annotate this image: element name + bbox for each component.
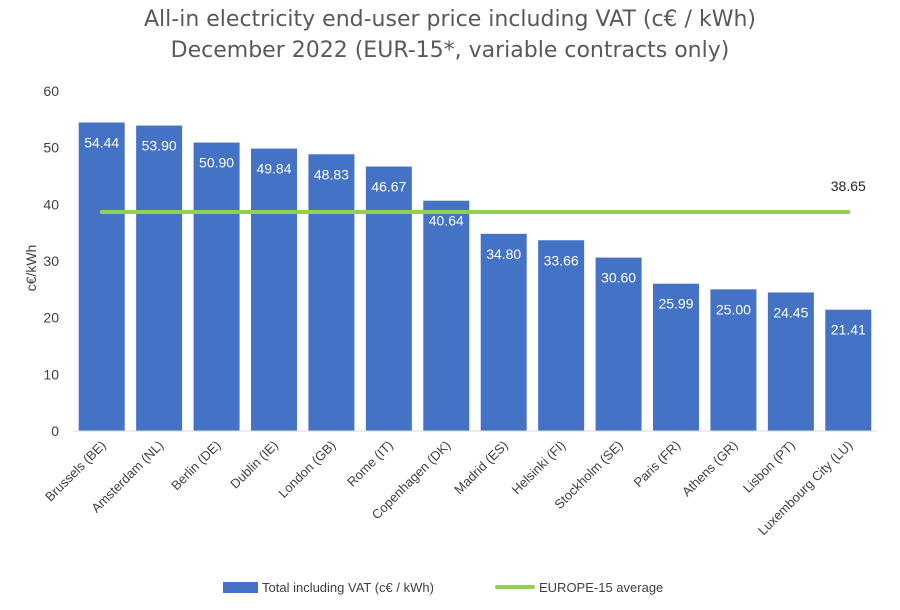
y-tick-label: 10 bbox=[43, 366, 59, 382]
bar-value-label: 53.90 bbox=[142, 138, 177, 154]
bar bbox=[538, 240, 585, 431]
bar bbox=[710, 289, 757, 431]
bar-value-label: 34.80 bbox=[486, 246, 521, 262]
y-tick-label: 60 bbox=[43, 83, 59, 99]
bar-value-label: 54.44 bbox=[84, 135, 119, 151]
x-axis: Brussels (BE)Amsterdam (NL) Berlin (DE) Du… bbox=[42, 430, 877, 539]
bar bbox=[423, 200, 470, 431]
y-tick-label: 50 bbox=[43, 140, 59, 156]
bar bbox=[825, 309, 872, 431]
x-category-label: London (GB) bbox=[275, 438, 338, 501]
bar bbox=[767, 292, 814, 431]
bar-value-label: 48.83 bbox=[314, 166, 349, 182]
bar-value-label: 40.64 bbox=[429, 213, 464, 229]
bar-value-label: 21.41 bbox=[831, 322, 866, 338]
bar bbox=[595, 257, 642, 431]
bar bbox=[480, 233, 527, 431]
bar bbox=[251, 148, 297, 431]
y-tick-label: 30 bbox=[43, 253, 59, 269]
x-category-label: Helsinki (FI) bbox=[509, 438, 569, 498]
legend: Total including VAT (c€ / kWh) EUROPE-15 … bbox=[223, 580, 663, 595]
bars: 54.44 53.90 50.90 49.84 48.83 46.67 40.64 34.80… bbox=[78, 122, 872, 432]
x-category-label: Athens (GR) bbox=[679, 438, 741, 500]
x-category-label: Lisbon (PT) bbox=[740, 438, 798, 496]
bar bbox=[193, 142, 240, 432]
average-series: 38.65 bbox=[99, 178, 866, 214]
bar bbox=[136, 125, 183, 432]
bar-value-label: 25.00 bbox=[716, 301, 751, 317]
y-axis: 0 10 20 30 40 50 60 bbox=[43, 83, 59, 439]
x-category-label: Luxembourg City (LU) bbox=[755, 438, 856, 539]
legend-bar-swatch bbox=[223, 582, 258, 593]
bar-value-label: 25.99 bbox=[658, 296, 693, 312]
bar-value-label: 24.45 bbox=[773, 304, 808, 320]
chart-title-block: All-in electricity end-user price includ… bbox=[0, 4, 900, 66]
x-category-label: Madrid (ES) bbox=[451, 438, 511, 498]
bar bbox=[365, 166, 412, 431]
bar bbox=[308, 154, 355, 431]
y-tick-label: 0 bbox=[51, 423, 59, 439]
legend-average-label: EUROPE-15 average bbox=[539, 580, 663, 595]
bar bbox=[653, 283, 699, 431]
x-category-label: Rome (IT) bbox=[344, 438, 396, 490]
y-axis-title: c€/kWh bbox=[23, 245, 39, 292]
y-tick-label: 20 bbox=[43, 310, 59, 326]
chart-title: All-in electricity end-user price includ… bbox=[144, 7, 756, 32]
x-category-label: Paris (FR) bbox=[631, 438, 683, 490]
average-value-label: 38.65 bbox=[831, 178, 866, 194]
y-tick-label: 40 bbox=[43, 196, 59, 212]
bar-value-label: 50.90 bbox=[199, 155, 234, 171]
bar-value-label: 33.66 bbox=[544, 252, 579, 268]
bar-value-label: 49.84 bbox=[256, 161, 291, 177]
chart-subtitle: December 2022 (EUR-15*, variable contrac… bbox=[170, 38, 730, 63]
x-category-label: Dublin (IE) bbox=[227, 438, 281, 492]
x-category-label: Berlin (DE) bbox=[168, 438, 224, 494]
bar-value-label: 46.67 bbox=[371, 179, 406, 195]
legend-bar-label: Total including VAT (c€ / kWh) bbox=[262, 580, 434, 595]
bar-value-label: 30.60 bbox=[601, 270, 636, 286]
bar bbox=[78, 122, 125, 432]
